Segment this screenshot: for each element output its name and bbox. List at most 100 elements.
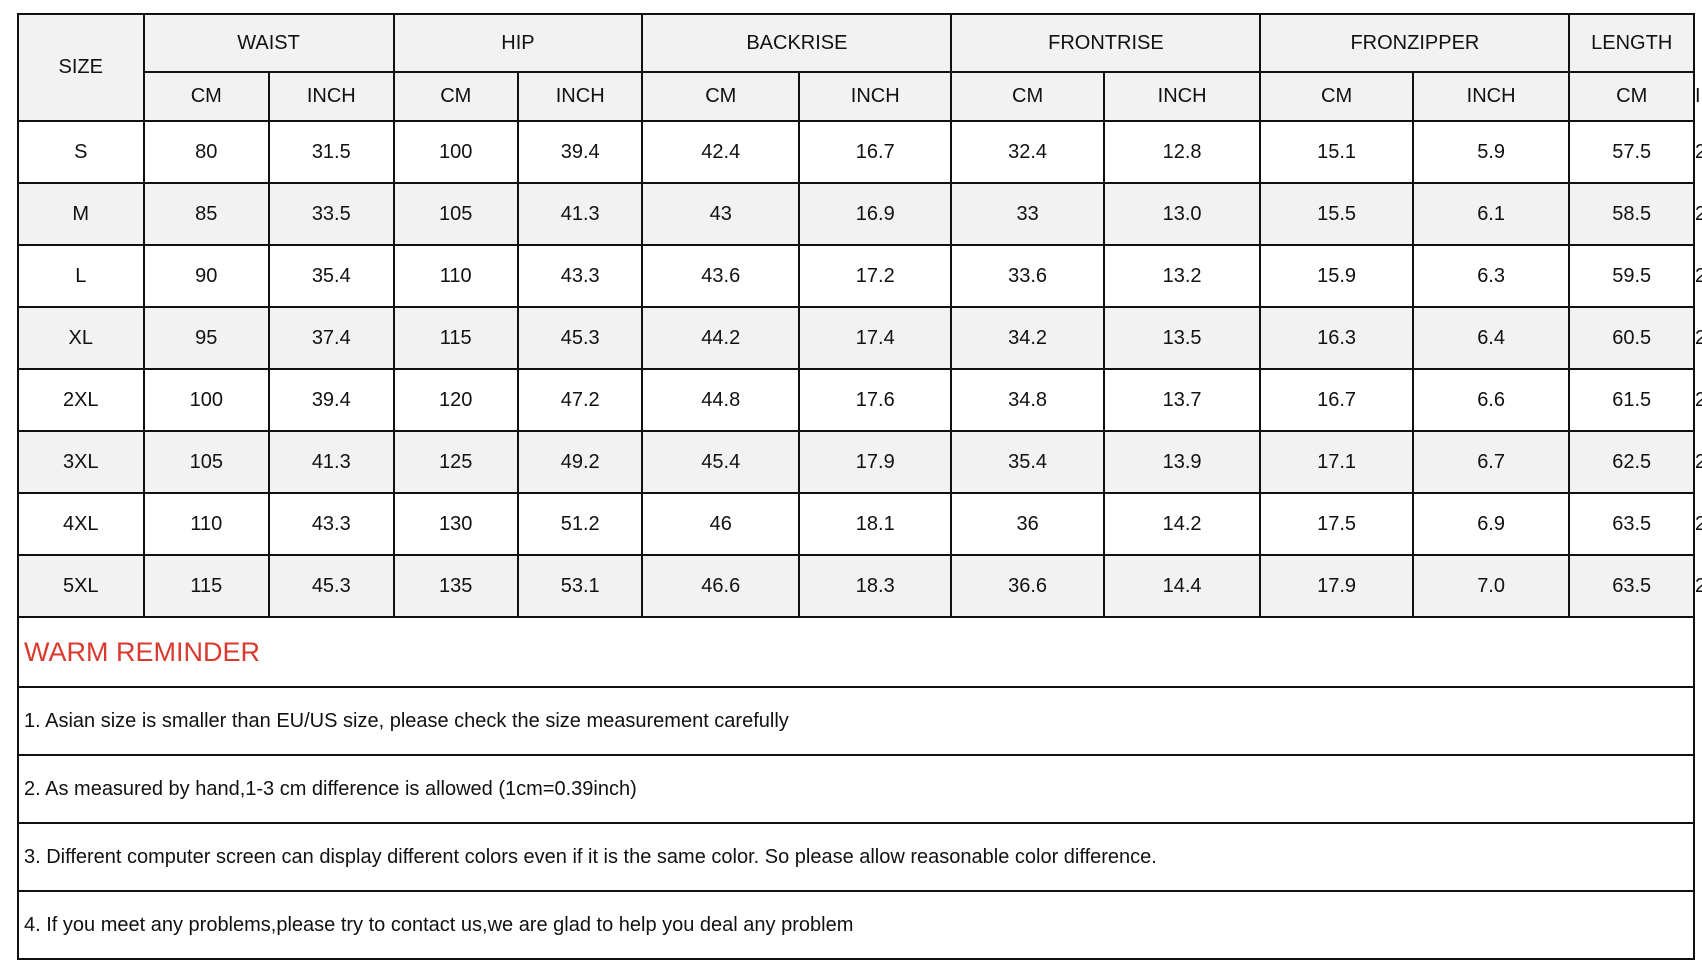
size-cell: 4XL — [17, 492, 145, 556]
value-cell: 32.4 — [950, 120, 1105, 184]
value-cell: 60.5 — [1568, 306, 1695, 370]
value-cell: 45.3 — [516, 306, 644, 370]
value-cell: 34.8 — [950, 368, 1105, 432]
group-header: FRONZIPPER — [1259, 13, 1571, 73]
value-cell: 43.6 — [641, 244, 801, 308]
value-cell: 90 — [142, 244, 271, 308]
value-cell: 46 — [641, 492, 801, 556]
value-cell: 13.9 — [1102, 430, 1262, 494]
value-cell: 41.3 — [516, 182, 644, 246]
group-header: LENGTH — [1568, 13, 1695, 73]
value-cell: 46.6 — [641, 554, 801, 618]
reminder-title: WARM REMINDER — [17, 616, 1695, 688]
group-header: BACKRISE — [641, 13, 953, 73]
reminder-title-row: WARM REMINDER — [17, 616, 1695, 688]
group-header: HIP — [392, 13, 644, 73]
table-row: M8533.510541.34316.93313.015.56.158.523.… — [17, 182, 1702, 246]
value-cell: 35.4 — [268, 244, 395, 308]
value-cell: 12.8 — [1102, 120, 1262, 184]
value-cell: 18.3 — [798, 554, 953, 618]
value-cell: 6.9 — [1411, 492, 1571, 556]
value-cell: 17.9 — [1259, 554, 1414, 618]
value-cell: 37.4 — [268, 306, 395, 370]
value-cell: 18.1 — [798, 492, 953, 556]
value-cell: 45.3 — [268, 554, 395, 618]
unit-header-cm: CM — [1568, 71, 1695, 122]
value-cell: 80 — [142, 120, 271, 184]
value-cell: 6.3 — [1411, 244, 1571, 308]
value-cell: 14.2 — [1102, 492, 1262, 556]
table-row: XL 95 37.4 115 45.3 44.2 17.4 34.2 13.5 16.3 6.4 60… — [17, 306, 1702, 370]
value-cell: 53.1 — [516, 554, 644, 618]
reminder-row: 1. Asian size is smaller than EU/US size… — [17, 686, 1695, 756]
value-cell: 16.7 — [798, 120, 953, 184]
size-cell: 5XL — [17, 554, 145, 618]
value-cell: 33.6 — [950, 244, 1105, 308]
value-cell: 135 — [392, 554, 519, 618]
reminder-item: 4. If you meet any problems,please try t… — [17, 890, 1695, 960]
header-row-groups: SIZE WAIST HIP BACKRISE FRONTRISE FRONZIPPER L… — [17, 13, 1695, 122]
unit-header-cm: CM — [1259, 71, 1414, 122]
size-cell: 2XL — [17, 368, 145, 432]
value-cell: 5.9 — [1411, 120, 1571, 184]
value-cell: 95 — [142, 306, 271, 370]
value-cell: 45.4 — [641, 430, 801, 494]
value-cell: 43.3 — [516, 244, 644, 308]
value-cell: 59.5 — [1568, 244, 1695, 308]
value-cell: 35.4 — [950, 430, 1105, 494]
value-cell: 44.2 — [641, 306, 801, 370]
value-cell: 17.2 — [798, 244, 953, 308]
value-cell: 13.2 — [1102, 244, 1262, 308]
value-cell: 17.9 — [798, 430, 953, 494]
value-cell: 130 — [392, 492, 519, 556]
size-cell: M — [17, 182, 145, 246]
value-cell: 16.9 — [798, 182, 953, 246]
value-cell: 47.2 — [516, 368, 644, 432]
reminder-row: 2. As measured by hand,1-3 cm difference… — [17, 754, 1695, 824]
value-cell: 115 — [392, 306, 519, 370]
value-cell: 13.0 — [1102, 182, 1262, 246]
value-cell: 39.4 — [516, 120, 644, 184]
size-cell: L — [17, 244, 145, 308]
value-cell: 63.5 — [1568, 492, 1695, 556]
value-cell: 17.4 — [798, 306, 953, 370]
value-cell: 17.6 — [798, 368, 953, 432]
value-cell: 85 — [142, 182, 271, 246]
value-cell: 16.7 — [1259, 368, 1414, 432]
value-cell: 100 — [142, 368, 271, 432]
table-row: L 90 35.4 110 43.3 43.6 17.2 33.6 13.2 15.9 6.3 59.… — [17, 244, 1702, 308]
group-header: WAIST — [142, 13, 395, 73]
value-cell: 16.3 — [1259, 306, 1414, 370]
reminder-row: 3. Different computer screen can display… — [17, 822, 1695, 892]
value-cell: 62.5 — [1568, 430, 1695, 494]
value-cell: 36 — [950, 492, 1105, 556]
size-header: SIZE — [17, 13, 145, 122]
unit-header-inch: INCH — [1102, 71, 1262, 122]
value-cell: 42.4 — [641, 120, 801, 184]
group-header: FRONTRISE — [950, 13, 1262, 73]
table-row: 5XL 115 45.3 135 53.1 46.6 18.3 36.6 14.4 17.9 7.0… — [17, 554, 1702, 618]
unit-header-cm: CM — [392, 71, 519, 122]
table-row: 4XL 110 43.3 130 51.2 46 18.1 36 14.2 17.5 6.9 63.5… — [17, 492, 1702, 556]
value-cell: 57.5 — [1568, 120, 1695, 184]
value-cell: 34.2 — [950, 306, 1105, 370]
reminder-item: 2. As measured by hand,1-3 cm difference… — [17, 754, 1695, 824]
unit-header-inch: INCH — [516, 71, 644, 122]
value-cell: 49.2 — [516, 430, 644, 494]
size-cell: XL — [17, 306, 145, 370]
unit-header-inch: INCH — [268, 71, 395, 122]
value-cell: 33 — [950, 182, 1105, 246]
reminder-row: 4. If you meet any problems,please try t… — [17, 890, 1695, 960]
value-cell: 58.5 — [1568, 182, 1695, 246]
unit-header-inch: INCH — [1411, 71, 1571, 122]
value-cell: 110 — [142, 492, 271, 556]
header-row-units: CMINCHCMINCHCMINCHCMINCHCMINCHCMINCH — [18, 71, 1702, 122]
table-row: 3XL 105 41.3 125 49.2 45.4 17.9 35.4 13.9 17.1 6.7… — [17, 430, 1702, 494]
value-cell: 41.3 — [268, 430, 395, 494]
table-row: S 80 31.5 100 39.4 42.4 16.7 32.4 12.8 15.1 5.9 57.… — [17, 120, 1702, 184]
unit-header-cm: CM — [142, 71, 271, 122]
unit-header-cm: CM — [950, 71, 1105, 122]
value-cell: 36.6 — [950, 554, 1105, 618]
reminder-item: 1. Asian size is smaller than EU/US size… — [17, 686, 1695, 756]
value-cell: 6.1 — [1411, 182, 1571, 246]
